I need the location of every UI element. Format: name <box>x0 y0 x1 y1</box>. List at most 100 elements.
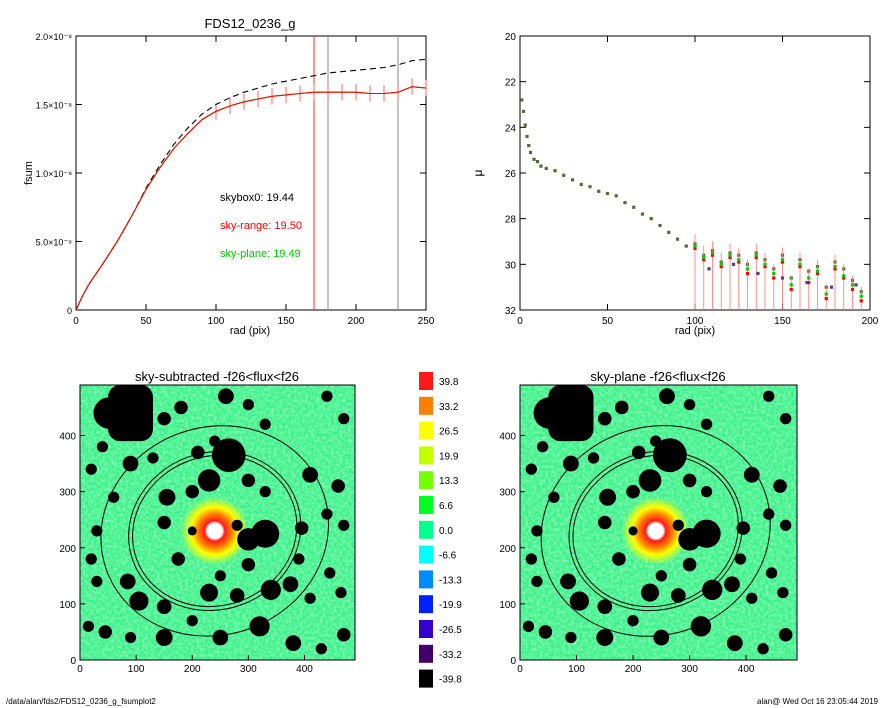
colorbar-swatch <box>419 595 433 614</box>
mask-blob <box>724 576 740 593</box>
colorbar-label: -33.2 <box>439 650 462 661</box>
fsum-ytick-label: 2.0×10⁻⁸ <box>36 32 73 42</box>
mask-blob <box>683 398 696 411</box>
mu-point <box>623 201 627 205</box>
sky-subtracted-panel: sky-subtracted -f26<flux<f26 0 100 200 300 4… <box>59 369 356 675</box>
fsum-xtick-label: 0 <box>73 316 79 327</box>
mask-blob <box>302 466 318 483</box>
mu-point <box>829 285 834 289</box>
mask-blob <box>315 643 327 655</box>
image-ytick-label: 300 <box>499 488 516 499</box>
mu-point <box>772 271 776 276</box>
mu-xtick-label: 200 <box>862 316 879 327</box>
mu-point <box>824 292 828 296</box>
mask-blob <box>569 591 589 611</box>
colorbar-label: -19.9 <box>439 600 462 611</box>
mu-point <box>737 258 741 262</box>
mu-point <box>539 164 543 168</box>
mu-point <box>532 157 536 161</box>
mask-blob <box>628 526 638 536</box>
fsum-ytick-label: 0 <box>67 306 72 316</box>
mu-point <box>693 246 697 250</box>
mask-blob <box>294 521 309 535</box>
mu-point <box>815 269 820 273</box>
image-ytick-label: 100 <box>59 600 76 611</box>
colorbar-swatch <box>419 446 433 465</box>
galaxy-core <box>621 496 690 565</box>
colorbar-swatch <box>419 644 433 663</box>
mask-blob <box>157 515 171 530</box>
mask-blob <box>335 587 347 599</box>
mask-blob <box>598 411 612 426</box>
mask-blob <box>612 552 626 566</box>
fsum-title: FDS12_0236_g <box>204 16 295 31</box>
mask-blob <box>338 519 350 531</box>
mu-point <box>763 262 767 266</box>
annotation-sky-range: sky-range: 19.50 <box>220 220 302 232</box>
mu-point <box>745 267 750 271</box>
mask-blob <box>682 557 697 572</box>
mask-blob <box>187 526 197 536</box>
mu-xtick-label: 0 <box>517 316 523 327</box>
mu-point <box>562 173 566 177</box>
mu-point <box>684 244 688 248</box>
mask-blob <box>171 552 185 566</box>
colorbar-label: 6.6 <box>439 501 453 512</box>
fsum-xtick-label: 250 <box>418 316 435 327</box>
mask-blob <box>627 615 639 627</box>
mu-point <box>798 262 802 266</box>
colorbar-swatch <box>419 471 433 490</box>
mask-blob <box>560 573 576 590</box>
mu-point <box>605 191 610 196</box>
colorbar-label: 19.9 <box>439 451 459 462</box>
mu-point <box>754 253 758 257</box>
mask-blob <box>157 411 171 426</box>
mask-blob <box>218 388 234 405</box>
aperture-ellipse-0 <box>100 425 329 637</box>
mask-blob <box>337 628 351 642</box>
mu-point <box>728 255 732 260</box>
colorbar-swatch <box>419 669 433 688</box>
mu-point <box>833 265 837 269</box>
mu-point <box>588 185 592 189</box>
image-ytick-label: 200 <box>59 544 76 555</box>
mu-point <box>854 283 858 287</box>
mu-point <box>640 212 645 216</box>
mask-blob <box>653 629 670 646</box>
mask-blob <box>682 473 697 488</box>
mask-blob <box>212 629 229 646</box>
mask-blob <box>82 620 95 632</box>
mask-blob <box>598 515 612 530</box>
mask-blob <box>700 418 713 430</box>
mask-blob <box>251 519 280 548</box>
mask-blob <box>562 455 579 472</box>
image-xtick-label: 0 <box>517 664 523 675</box>
mu-point <box>570 178 575 182</box>
mask-blob <box>596 629 614 647</box>
mask-blob <box>93 397 125 429</box>
mu-ytick-label: 26 <box>505 169 517 180</box>
mu-point <box>780 258 785 262</box>
colorbar-label: -6.6 <box>439 551 457 562</box>
mu-point <box>772 276 776 280</box>
mask-blob <box>560 405 576 421</box>
mu-point <box>702 255 706 260</box>
mu-point <box>850 283 855 287</box>
mu-point <box>527 144 531 148</box>
mask-blob <box>746 592 758 604</box>
image-ytick-label: 200 <box>499 544 516 555</box>
colorbar-label: 39.8 <box>439 377 459 388</box>
mask-blob <box>670 588 686 603</box>
mu-point <box>710 253 715 257</box>
fsum-ytick-label: 5.0×10⁻⁹ <box>36 238 73 248</box>
mask-blob <box>726 635 743 652</box>
mu-ytick-label: 22 <box>505 78 517 89</box>
mask-blob <box>538 625 553 639</box>
mask-blob <box>599 488 617 506</box>
mask-blob <box>119 573 136 590</box>
mask-blob <box>659 388 675 405</box>
mask-blob <box>565 631 577 644</box>
fsum-series-0 <box>75 58 427 311</box>
mu-point <box>579 182 583 187</box>
